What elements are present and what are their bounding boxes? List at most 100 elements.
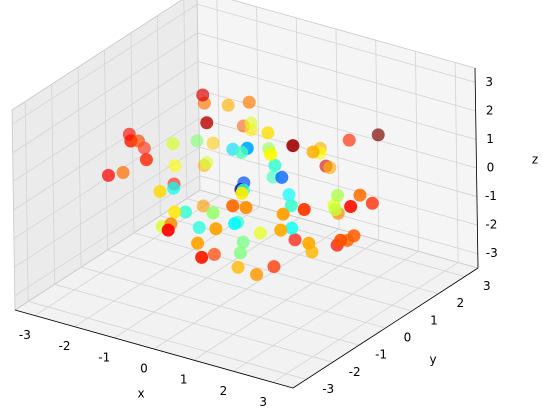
point bbox=[365, 196, 379, 210]
point bbox=[276, 207, 290, 221]
point bbox=[261, 126, 275, 140]
grid-line bbox=[153, 28, 340, 350]
point bbox=[167, 181, 181, 195]
z-axis-label: z bbox=[532, 153, 538, 167]
grid-line bbox=[13, 118, 478, 239]
grid-line bbox=[233, 51, 419, 372]
grid-line bbox=[193, 40, 380, 361]
z-tick-label: -3 bbox=[486, 246, 498, 260]
y-tick-label: -1 bbox=[375, 348, 387, 362]
point bbox=[196, 199, 210, 213]
point bbox=[116, 165, 130, 179]
point bbox=[267, 260, 281, 274]
y-tick-label: 2 bbox=[457, 296, 465, 310]
y-axis-line bbox=[292, 267, 479, 389]
y-tick-label: 3 bbox=[483, 279, 491, 293]
x-axis-label: x bbox=[137, 387, 144, 401]
point bbox=[302, 236, 316, 250]
grid-line bbox=[14, 146, 478, 268]
point bbox=[209, 222, 223, 236]
point bbox=[244, 116, 258, 130]
point bbox=[233, 246, 247, 260]
point bbox=[264, 147, 278, 161]
point bbox=[226, 199, 240, 213]
point bbox=[206, 136, 220, 150]
point bbox=[122, 127, 136, 141]
x-tick-label: 2 bbox=[220, 384, 228, 398]
point bbox=[344, 199, 358, 213]
x-tick-label: -2 bbox=[59, 339, 71, 353]
z-tick-label: -2 bbox=[485, 218, 497, 232]
point bbox=[334, 233, 348, 247]
y-tick-label: 0 bbox=[404, 331, 412, 345]
point bbox=[166, 137, 180, 151]
point bbox=[331, 188, 345, 202]
z-tick-label: -1 bbox=[485, 189, 497, 203]
z-tick-label: 1 bbox=[486, 132, 494, 146]
grid-line bbox=[114, 17, 300, 339]
point bbox=[153, 185, 167, 199]
point bbox=[200, 156, 214, 170]
point bbox=[323, 161, 337, 175]
grid-line bbox=[272, 62, 459, 383]
point bbox=[268, 158, 282, 172]
x-axis-line bbox=[14, 309, 294, 389]
grid-line bbox=[51, 84, 333, 363]
point bbox=[139, 153, 153, 167]
point bbox=[195, 250, 209, 264]
point bbox=[236, 235, 250, 249]
point bbox=[253, 226, 267, 240]
point bbox=[306, 145, 320, 159]
point bbox=[101, 168, 115, 182]
point bbox=[190, 134, 204, 148]
point bbox=[282, 188, 296, 202]
x-tick-label: -3 bbox=[19, 328, 31, 342]
point bbox=[200, 116, 214, 130]
point bbox=[371, 128, 385, 142]
grid-line bbox=[156, 15, 439, 295]
y-tick-label: -3 bbox=[322, 382, 334, 396]
y-tick-label: 1 bbox=[430, 313, 438, 327]
y-axis-label: y bbox=[429, 353, 436, 367]
point bbox=[231, 260, 245, 274]
z-tick-label: 0 bbox=[487, 161, 495, 175]
x-tick-label: -1 bbox=[98, 350, 110, 364]
point bbox=[168, 159, 182, 173]
z-tick-label: 3 bbox=[485, 75, 493, 89]
point bbox=[342, 133, 356, 147]
grid-line bbox=[12, 60, 477, 182]
point bbox=[191, 236, 205, 250]
point bbox=[285, 221, 299, 235]
grid-line bbox=[11, 3, 476, 125]
point bbox=[196, 88, 210, 102]
grid-line bbox=[24, 101, 307, 380]
y-tick-label: -2 bbox=[349, 365, 361, 379]
x-tick-label: 0 bbox=[140, 362, 148, 376]
grid-line bbox=[13, 89, 477, 211]
z-axis-line bbox=[474, 67, 479, 269]
grid-line bbox=[12, 32, 476, 154]
point bbox=[286, 139, 300, 153]
x-tick-label: 1 bbox=[180, 373, 188, 387]
x-tick-label: 3 bbox=[259, 395, 267, 409]
point bbox=[239, 200, 253, 214]
point bbox=[284, 199, 298, 213]
grid-line bbox=[104, 49, 386, 329]
point bbox=[288, 233, 302, 247]
point bbox=[207, 247, 221, 261]
point bbox=[353, 188, 367, 202]
point bbox=[206, 206, 220, 220]
point bbox=[132, 134, 145, 148]
point bbox=[250, 267, 264, 281]
point bbox=[221, 98, 235, 112]
point bbox=[274, 223, 288, 237]
grid-line bbox=[14, 175, 478, 297]
grid-line bbox=[34, 0, 221, 316]
grid-line bbox=[183, 0, 465, 277]
point bbox=[242, 95, 256, 109]
grid-line bbox=[130, 32, 413, 312]
point bbox=[192, 220, 206, 234]
point bbox=[168, 205, 182, 219]
point bbox=[328, 203, 342, 217]
point bbox=[235, 145, 249, 159]
